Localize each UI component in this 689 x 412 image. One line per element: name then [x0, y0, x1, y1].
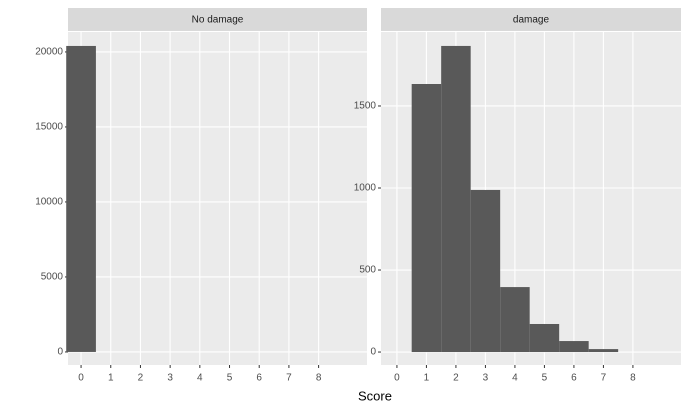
x-tick-label: 2 — [453, 373, 459, 384]
y-tick-label: 15000 — [35, 122, 63, 133]
x-tick-label: 0 — [78, 373, 84, 384]
x-tick-label: 7 — [601, 373, 607, 384]
facet-title: No damage — [192, 15, 244, 26]
bar — [559, 341, 589, 353]
x-tick-label: 8 — [316, 373, 322, 384]
x-tick-label: 6 — [571, 373, 577, 384]
x-tick-label: 3 — [167, 373, 173, 384]
strip — [68, 8, 367, 31]
x-tick-label: 1 — [108, 373, 114, 384]
x-tick-label: 6 — [256, 373, 262, 384]
y-tick-label: 0 — [57, 347, 63, 358]
bar — [529, 323, 560, 353]
x-tick-label: 0 — [394, 373, 400, 384]
x-tick-label: 5 — [227, 373, 233, 384]
x-axis-label: Score — [358, 388, 392, 403]
x-tick-label: 3 — [483, 373, 489, 384]
y-tick-label: 1000 — [354, 183, 377, 194]
bar — [411, 84, 442, 353]
y-tick-label: 10000 — [35, 197, 63, 208]
y-tick-label: 0 — [370, 347, 376, 358]
y-tick-label: 500 — [359, 265, 376, 276]
x-tick-label: 4 — [512, 373, 518, 384]
strip — [381, 8, 681, 31]
x-tick-label: 4 — [197, 373, 203, 384]
y-tick-label: 1500 — [354, 101, 377, 112]
panel — [68, 32, 367, 365]
facet-title: damage — [513, 15, 550, 26]
bar — [470, 189, 501, 353]
y-tick-label: 20000 — [35, 47, 63, 58]
x-tick-label: 5 — [542, 373, 548, 384]
bar — [66, 45, 96, 352]
x-tick-label: 8 — [630, 373, 636, 384]
x-tick-label: 2 — [138, 373, 144, 384]
x-tick-label: 1 — [424, 373, 430, 384]
y-tick-label: 5000 — [41, 272, 64, 283]
bar — [441, 45, 471, 353]
bar — [500, 287, 530, 353]
bar — [588, 349, 619, 353]
x-tick-label: 7 — [286, 373, 292, 384]
